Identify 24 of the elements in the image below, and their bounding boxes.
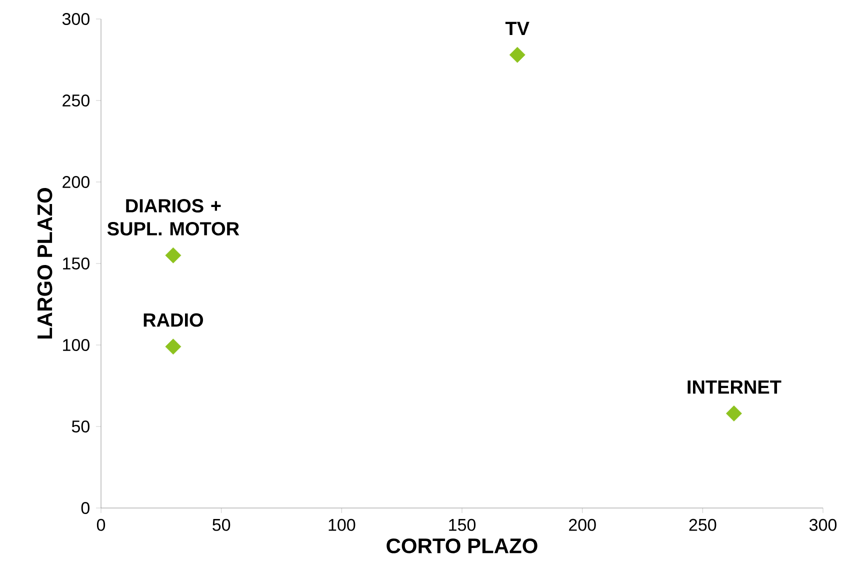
point — [509, 46, 526, 63]
x-tick-label: 50 — [212, 518, 230, 531]
y-tick-label: 100 — [63, 338, 90, 352]
y-axis-title: LARGO PLAZO — [37, 188, 52, 339]
y-tick-label: 300 — [62, 12, 90, 26]
x-axis-title: CORTO PLAZO — [386, 538, 538, 554]
point — [165, 247, 182, 264]
y-tick-label: 50 — [72, 420, 90, 433]
x-tick-label: 200 — [569, 518, 596, 531]
x-tick-label: 150 — [449, 518, 476, 531]
y-tick-label: 200 — [62, 176, 90, 188]
annotation: INTERNET — [688, 380, 782, 394]
annotation: DIARIOS + SUPL. MOTOR — [107, 199, 240, 236]
y-tick-label: 150 — [63, 257, 90, 270]
annotation: TV — [505, 22, 530, 35]
x-tick-label: 250 — [689, 518, 716, 531]
x-tick-label: 100 — [328, 518, 356, 531]
y-tick-label: 250 — [62, 94, 90, 107]
x-tick-label: 300 — [809, 518, 837, 531]
annotation: RADIO — [144, 313, 204, 327]
y-tick-label: 0 — [81, 502, 90, 514]
x-tick-label: 0 — [96, 518, 106, 531]
point — [726, 405, 742, 422]
point — [165, 338, 182, 355]
